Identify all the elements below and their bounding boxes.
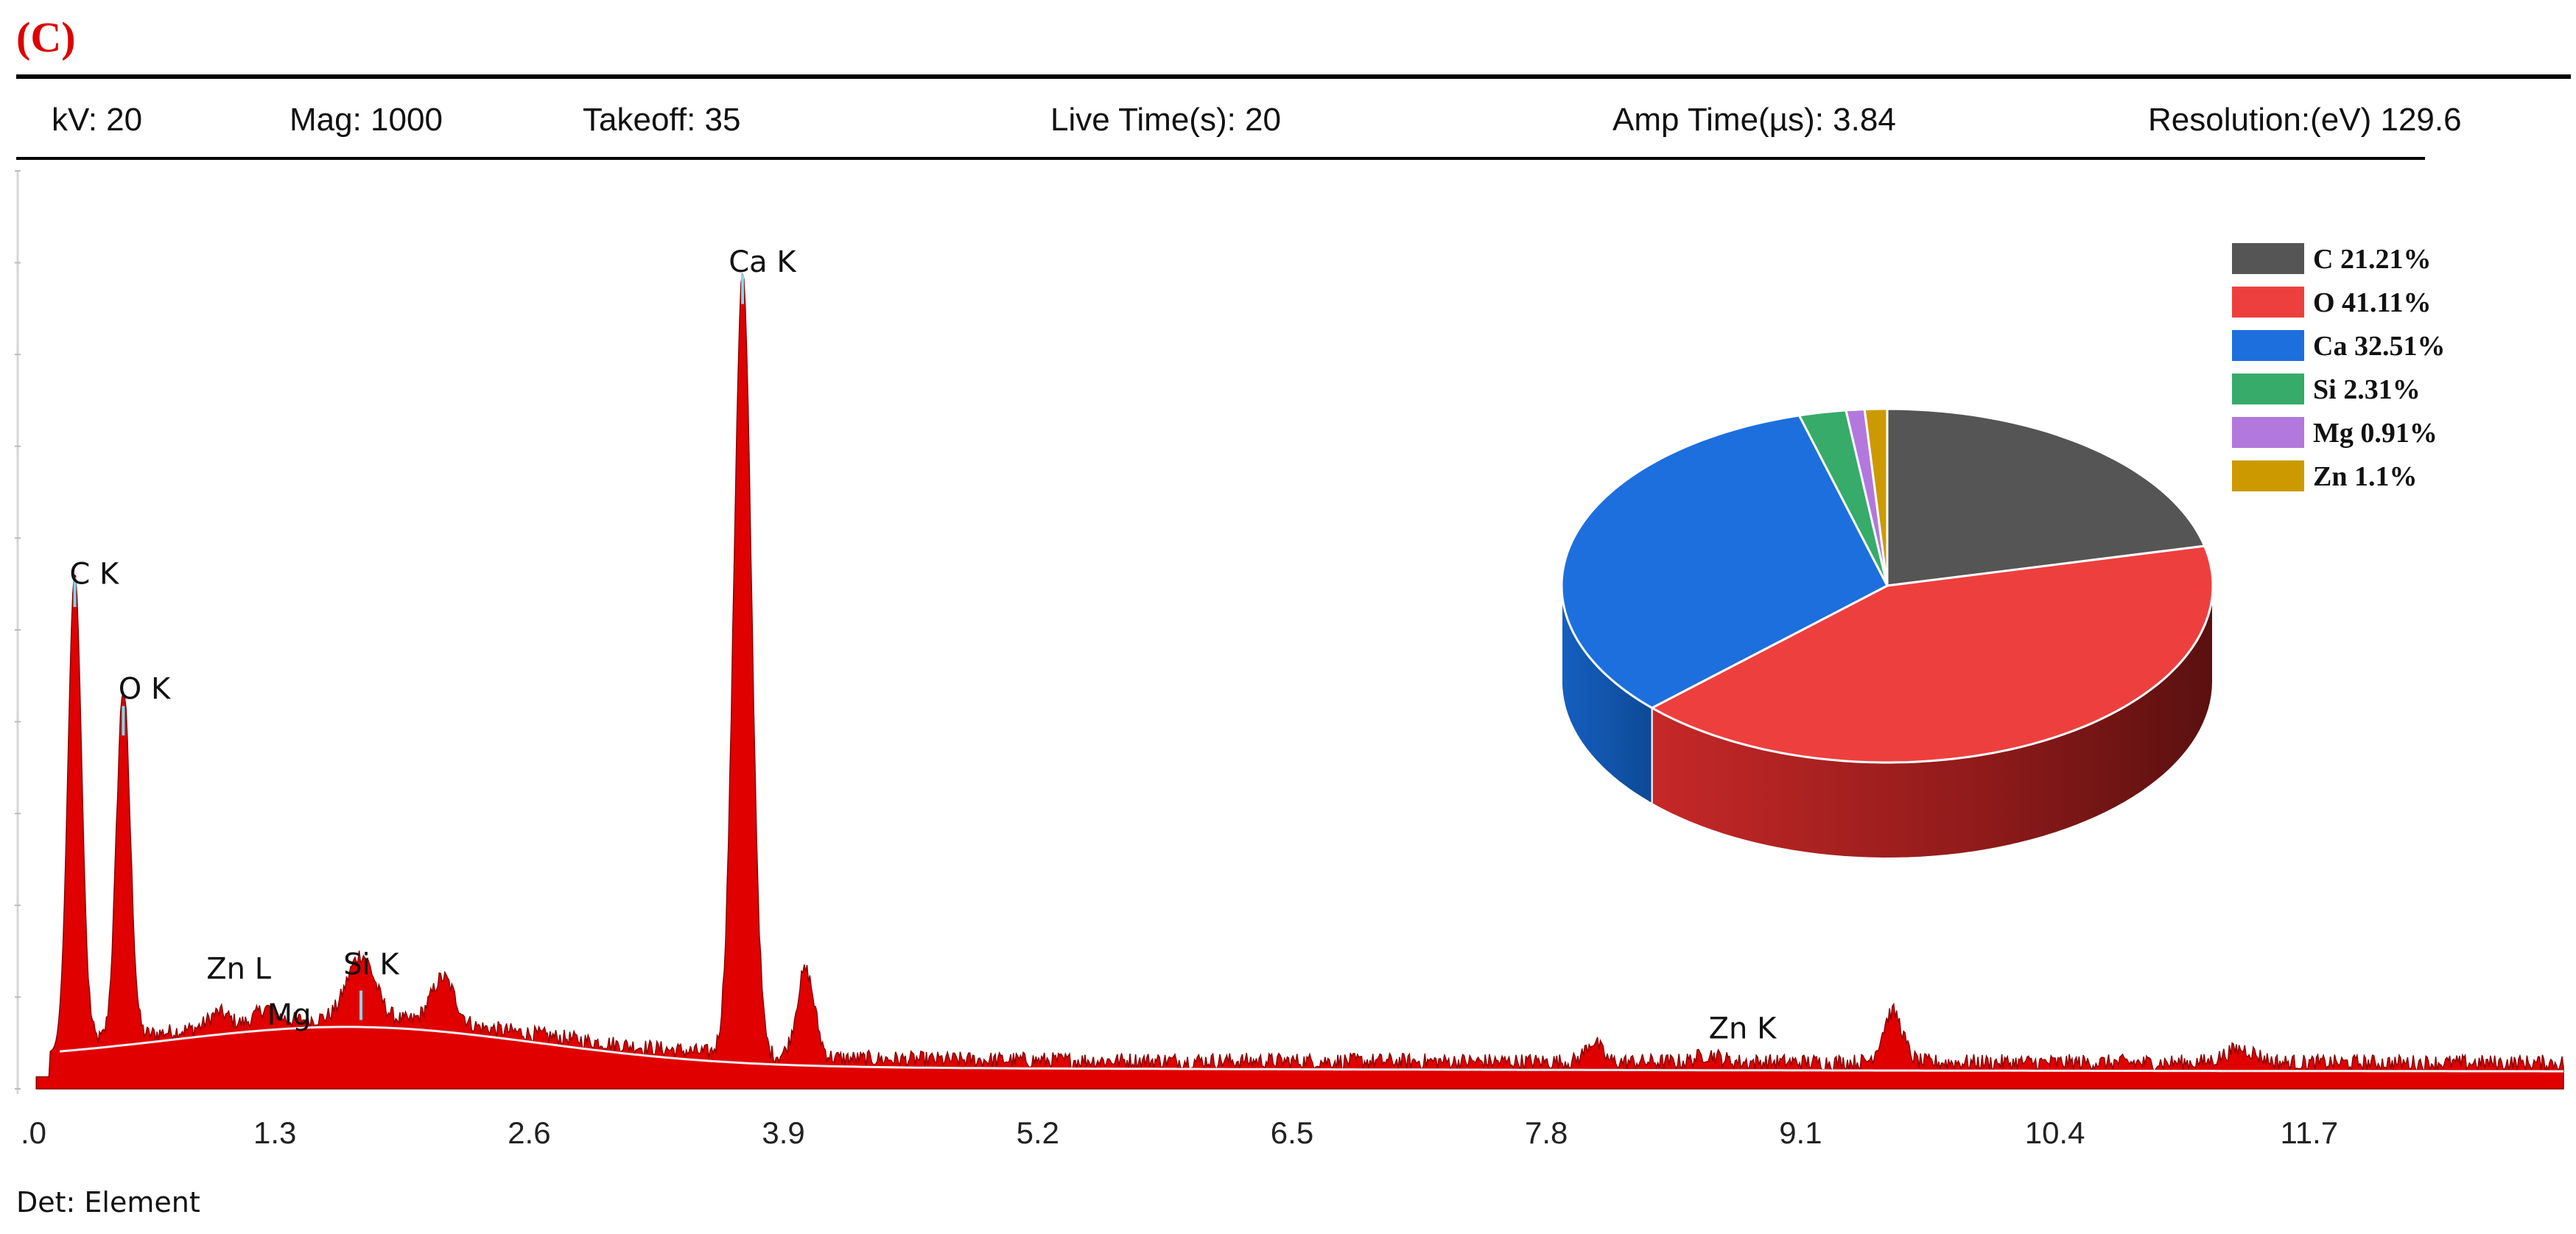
legend-swatch — [2232, 243, 2304, 274]
header-rule-top — [16, 74, 2571, 79]
legend-swatch — [2232, 374, 2304, 404]
legend-swatch — [2232, 330, 2304, 361]
x-axis-tick-labels: .0 1.3 2.6 3.9 5.2 6.5 7.8 9.1 10.4 11.7 — [21, 1115, 2338, 1150]
peak-label: Ca K — [729, 245, 797, 279]
peak-markers — [73, 274, 745, 1020]
x-tick-label: 5.2 — [1017, 1115, 1059, 1150]
spectrum-trace — [35, 273, 2564, 1090]
bremsstrahlung-background — [59, 1026, 2563, 1073]
peak-label: Si K — [343, 947, 400, 981]
peak-labels: C K O K Zn L Mg Si K Ca K Zn K — [69, 245, 1777, 1045]
background-curve — [59, 1026, 2563, 1073]
legend-label: O 41.11% — [2313, 287, 2431, 318]
peak-label: Zn K — [1709, 1012, 1777, 1045]
header-takeoff: Takeoff: 35 — [583, 102, 740, 138]
peak-label: Mg — [267, 998, 312, 1032]
header-kv: kV: 20 — [52, 102, 142, 138]
legend-label: C 21.21% — [2313, 244, 2431, 275]
x-tick-label: 7.8 — [1525, 1115, 1568, 1150]
pie-top — [1560, 407, 2214, 764]
peak-label: C K — [69, 558, 120, 592]
header-resolution: Resolution:(eV) 129.6 — [2148, 102, 2462, 138]
pie-slice — [1863, 407, 1889, 586]
header-live-time: Live Time(s): 20 — [1050, 102, 1281, 138]
legend-swatch — [2232, 417, 2304, 448]
legend-label: Si 2.31% — [2313, 374, 2421, 405]
header-amp-time: Amp Time(µs): 3.84 — [1612, 102, 1896, 138]
pie-slice — [1560, 414, 1889, 709]
pie-legend: C 21.21% O 41.11% Ca 32.51% Si 2.31% Mg 0.91… — [2232, 243, 2445, 492]
y-axis-ticks — [15, 170, 21, 1090]
header-rule-bottom — [16, 157, 2425, 160]
x-tick-label: 9.1 — [1779, 1115, 1822, 1150]
x-tick-label: 10.4 — [2025, 1115, 2085, 1150]
panel-label: (C) — [16, 13, 76, 61]
legend-label: Mg 0.91% — [2313, 418, 2438, 449]
x-tick-label: 2.6 — [508, 1115, 550, 1150]
x-tick-label: 11.7 — [2280, 1115, 2338, 1150]
x-tick-label: 1.3 — [253, 1115, 296, 1150]
header-mag: Mag: 1000 — [289, 102, 443, 138]
pie-slice — [1886, 407, 2206, 587]
peak-label: O K — [119, 672, 172, 706]
legend-label: Zn 1.1% — [2313, 461, 2417, 492]
x-tick-label: 6.5 — [1271, 1115, 1313, 1150]
spectrum-plot: C K O K Zn L Mg Si K Ca K Zn K .0 1.3 2.6 3.9 5.2 6… — [15, 170, 2564, 1150]
detector-label: Det: Element — [16, 1186, 200, 1219]
legend-label: Ca 32.51% — [2313, 331, 2445, 362]
x-tick-label: .0 — [21, 1115, 46, 1150]
pie-slice — [1649, 544, 2214, 764]
legend-swatch — [2232, 460, 2304, 491]
spectrum-area — [35, 273, 2564, 1090]
composition-pie-chart — [1560, 407, 2214, 860]
legend-swatch — [2232, 287, 2304, 318]
pie-slice — [1797, 409, 1889, 586]
x-tick-label: 3.9 — [762, 1115, 804, 1150]
peak-label: Zn L — [206, 952, 271, 986]
